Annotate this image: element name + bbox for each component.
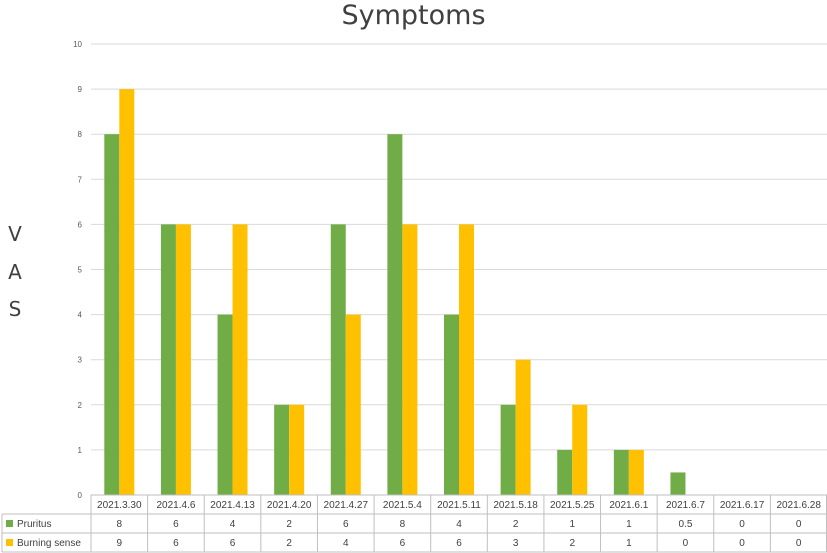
y-tick-label: 1 bbox=[78, 446, 83, 455]
bar bbox=[670, 472, 686, 495]
x-category-label: 2021.5.4 bbox=[383, 500, 422, 511]
bar bbox=[330, 224, 346, 495]
data-table-value: 0 bbox=[796, 519, 802, 530]
data-table-value: 3 bbox=[513, 538, 519, 549]
bar bbox=[217, 314, 233, 495]
x-category-label: 2021.4.13 bbox=[210, 500, 255, 511]
data-table-value: 6 bbox=[173, 519, 179, 530]
x-category-label: 2021.5.18 bbox=[493, 500, 538, 511]
x-category-label: 2021.4.20 bbox=[267, 500, 312, 511]
y-axis-label-letter: A bbox=[8, 260, 22, 284]
data-table-value: 4 bbox=[343, 538, 349, 549]
bar bbox=[402, 224, 418, 495]
bar bbox=[175, 224, 191, 495]
y-axis-label-letter: V bbox=[8, 222, 22, 246]
y-tick-label: 5 bbox=[78, 266, 83, 275]
bar bbox=[274, 404, 290, 495]
bar bbox=[572, 404, 588, 495]
x-category-label: 2021.6.17 bbox=[720, 500, 765, 511]
bar bbox=[444, 314, 459, 495]
bar bbox=[345, 314, 361, 495]
y-tick-label: 3 bbox=[78, 356, 83, 365]
x-category-label: 2021.6.28 bbox=[776, 500, 821, 511]
chart-title: Symptoms bbox=[341, 0, 486, 31]
y-tick-label: 0 bbox=[78, 491, 83, 500]
y-tick-label: 4 bbox=[78, 311, 83, 320]
x-category-label: 2021.4.6 bbox=[156, 500, 195, 511]
legend-key bbox=[6, 520, 13, 527]
bar bbox=[628, 449, 644, 495]
data-table-value: 1 bbox=[626, 519, 632, 530]
y-tick-label: 10 bbox=[73, 40, 82, 49]
legend-label: Pruritus bbox=[17, 519, 51, 530]
x-category-label: 2021.6.7 bbox=[666, 500, 705, 511]
data-table-value: 0 bbox=[739, 538, 745, 549]
x-category-label: 2021.5.11 bbox=[437, 500, 481, 511]
bar bbox=[515, 359, 531, 495]
bar bbox=[500, 404, 516, 495]
legend-key bbox=[6, 539, 13, 546]
data-table-value: 6 bbox=[173, 538, 179, 549]
bar bbox=[459, 224, 474, 495]
legend-label: Burning sense bbox=[17, 538, 81, 549]
data-table-value: 8 bbox=[117, 519, 123, 530]
x-category-label: 2021.4.27 bbox=[324, 500, 369, 511]
y-tick-label: 6 bbox=[78, 220, 83, 229]
bar bbox=[104, 134, 120, 495]
data-table-value: 2 bbox=[569, 538, 575, 549]
data-table-value: 2 bbox=[286, 519, 292, 530]
bar bbox=[119, 89, 135, 495]
data-table-value: 0 bbox=[739, 519, 745, 530]
data-table-value: 4 bbox=[230, 519, 236, 530]
y-tick-label: 8 bbox=[78, 130, 83, 139]
data-table-value: 0.5 bbox=[679, 519, 693, 530]
x-category-label: 2021.6.1 bbox=[609, 500, 648, 511]
bar bbox=[387, 134, 403, 495]
data-table-value: 6 bbox=[400, 538, 406, 549]
data-table-value: 6 bbox=[343, 519, 349, 530]
data-table-value: 0 bbox=[796, 538, 802, 549]
data-table-value: 4 bbox=[456, 519, 462, 530]
data-table-value: 2 bbox=[286, 538, 292, 549]
data-table-value: 0 bbox=[683, 538, 689, 549]
bar bbox=[289, 404, 305, 495]
bar bbox=[557, 449, 573, 495]
y-axis-label-letter: S bbox=[8, 297, 22, 321]
x-category-label: 2021.3.30 bbox=[97, 500, 142, 511]
data-table-value: 9 bbox=[117, 538, 123, 549]
data-table-value: 8 bbox=[400, 519, 406, 530]
data-table-value: 6 bbox=[230, 538, 236, 549]
y-tick-label: 9 bbox=[78, 85, 83, 94]
y-tick-label: 2 bbox=[78, 401, 83, 410]
bar bbox=[613, 449, 629, 495]
x-category-label: 2021.5.25 bbox=[550, 500, 595, 511]
bar bbox=[160, 224, 176, 495]
data-table-value: 6 bbox=[456, 538, 462, 549]
y-tick-label: 7 bbox=[78, 175, 83, 184]
data-table-value: 1 bbox=[626, 538, 632, 549]
data-table-value: 1 bbox=[569, 519, 575, 530]
bar bbox=[232, 224, 248, 495]
data-table-value: 2 bbox=[513, 519, 519, 530]
